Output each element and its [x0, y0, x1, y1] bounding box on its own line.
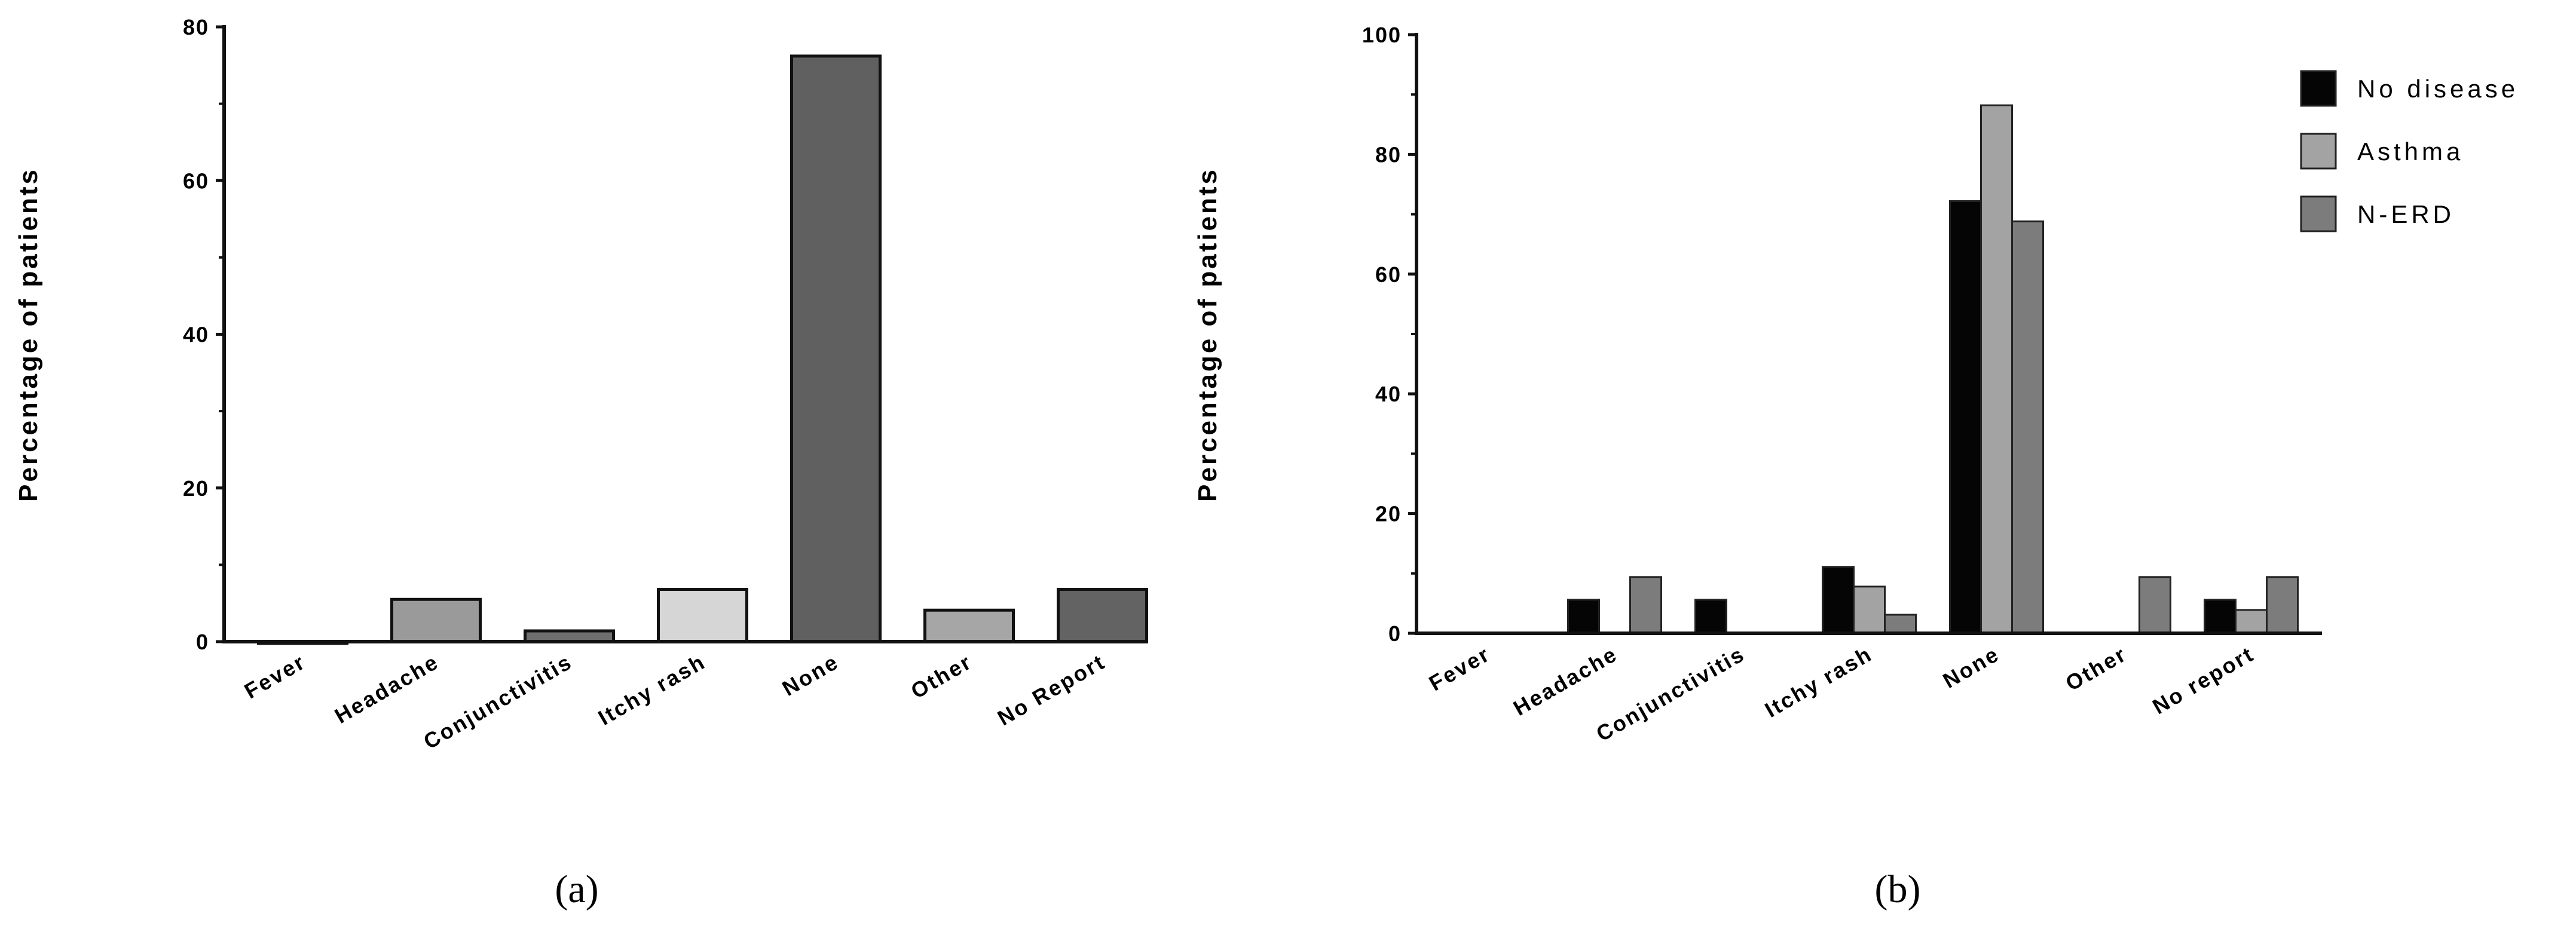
chart-b-bar-no-disease-4 [1949, 200, 1982, 634]
chart-b-legend-label-2: N-ERD [2357, 200, 2455, 228]
chart-b-y-tick-label-1: 20 [1375, 502, 1402, 526]
chart-b-bar-n-erd-1 [1629, 576, 1662, 634]
chart-a-bar-4 [790, 54, 882, 643]
chart-a-y-tick-label-1: 20 [183, 476, 209, 501]
chart-a-y-tick-label-4: 80 [183, 15, 209, 39]
chart-a-y-tick-label-0: 0 [196, 630, 209, 654]
chart-b-bar-no-disease-1 [1567, 599, 1600, 634]
chart-b-x-tick-label-0: Fever [1425, 641, 1495, 695]
chart-b-bar-asthma-6 [2235, 609, 2268, 634]
chart-a-y-tick-label-2: 40 [183, 323, 209, 347]
chart-b-x-tick-label-3: Itchy rash [1761, 641, 1877, 722]
chart-b-y-tick-label-0: 0 [1388, 621, 1402, 646]
chart-a-x-tick-label-2: Conjunctivitis [419, 649, 576, 754]
chart-b-bar-asthma-3 [1853, 585, 1886, 634]
chart-b-x-tick-label-5: Other [2061, 641, 2131, 695]
chart-a-bar-6 [1057, 588, 1148, 643]
chart-b-bar-n-erd-6 [2266, 576, 2299, 634]
chart-a-y-axis-label: Percentage of patients [14, 167, 43, 502]
chart-a-x-tick-label-5: Other [907, 649, 977, 703]
chart-a-x-tick-label-4: None [778, 649, 843, 701]
chart-a-panel-label: (a) [555, 867, 598, 911]
chart-a-bar-3 [657, 588, 748, 643]
chart-b-bar-no-disease-2 [1694, 599, 1727, 634]
chart-a-y-tick-label-3: 60 [183, 168, 209, 193]
chart-b-panel-label: (b) [1875, 867, 1921, 911]
chart-b-bar-no-disease-3 [1822, 566, 1855, 634]
chart-b-legend-label-0: No disease [2357, 75, 2519, 103]
chart-b-y-tick-label-4: 80 [1375, 142, 1402, 167]
chart-a-bar-5 [923, 608, 1015, 643]
chart-b-y-tick-label-3: 60 [1375, 262, 1402, 287]
chart-b-y-axis-label: Percentage of patients [1193, 167, 1222, 502]
chart-b-legend-swatch-0 [2300, 70, 2337, 107]
chart-b-y-tick-label-5: 100 [1362, 23, 1402, 47]
chart-b-legend-swatch-2 [2300, 195, 2337, 232]
chart-b-y-tick-label-2: 40 [1375, 382, 1402, 406]
chart-b-legend-swatch-1 [2300, 133, 2337, 170]
chart-a-x-tick-label-6: No Report [993, 649, 1110, 730]
chart-b-bar-n-erd-4 [2011, 220, 2044, 634]
chart-b-bar-asthma-4 [1980, 104, 2013, 634]
chart-b-bar-n-erd-5 [2138, 576, 2171, 634]
chart-b-x-tick-label-1: Headache [1509, 641, 1622, 721]
chart-b-legend-label-1: Asthma [2357, 137, 2464, 165]
chart-a-x-tick-label-3: Itchy rash [594, 649, 710, 730]
chart-a-x-tick-label-1: Headache [331, 649, 443, 728]
chart-a-x-tick-label-0: Fever [240, 649, 310, 703]
chart-b-x-tick-label-6: No report [2148, 641, 2258, 719]
chart-b-bar-n-erd-3 [1884, 614, 1917, 634]
chart-b-bar-no-disease-6 [2204, 599, 2237, 634]
chart-a-bar-1 [390, 597, 482, 643]
chart-b-x-tick-label-4: None [1939, 641, 2004, 693]
